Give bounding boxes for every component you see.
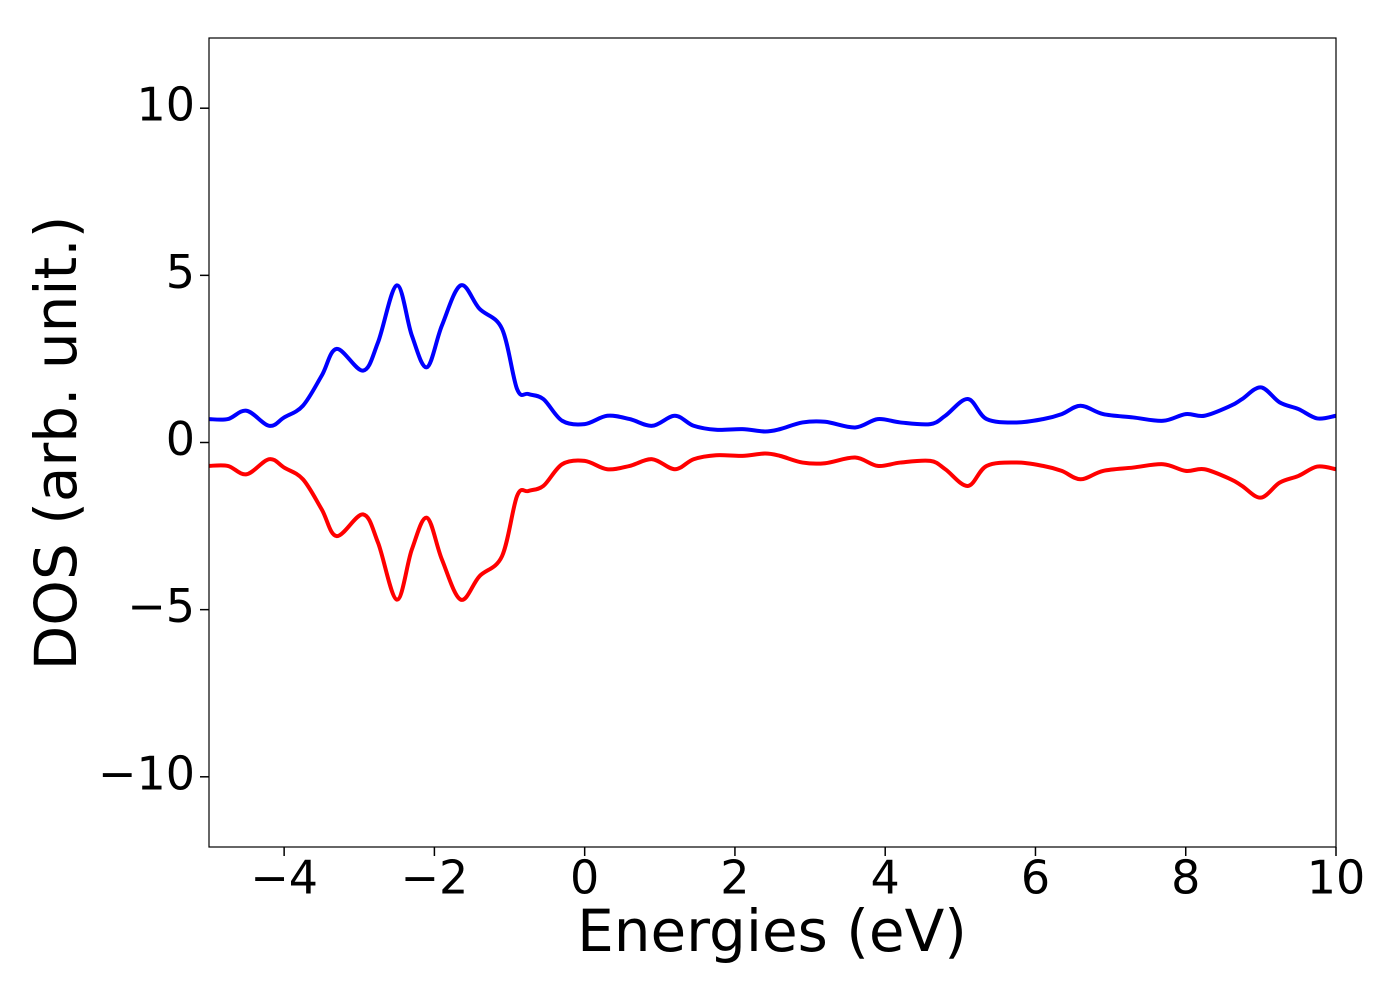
y-tick-label: −5	[127, 579, 195, 633]
x-tick-label: −4	[250, 851, 318, 905]
y-tick-label: 5	[166, 245, 195, 299]
x-axis-label: Energies (eV)	[577, 897, 967, 965]
x-tick-label: 10	[1307, 851, 1366, 905]
plot-frame	[208, 37, 1337, 848]
x-tick-label: 0	[570, 851, 599, 905]
x-tick-label: 4	[871, 851, 900, 905]
y-tick-label: 0	[166, 412, 195, 466]
x-tick-label: 2	[720, 851, 749, 905]
y-tick-label: −10	[98, 746, 195, 800]
series-line	[208, 283, 1337, 434]
y-axis-label: DOS (arb. unit.)	[22, 216, 90, 671]
series-line	[208, 451, 1337, 602]
x-tick-label: 6	[1021, 851, 1050, 905]
y-tick-label: 10	[136, 78, 195, 132]
x-tick-label: 8	[1171, 851, 1200, 905]
x-tick-label: −2	[400, 851, 468, 905]
